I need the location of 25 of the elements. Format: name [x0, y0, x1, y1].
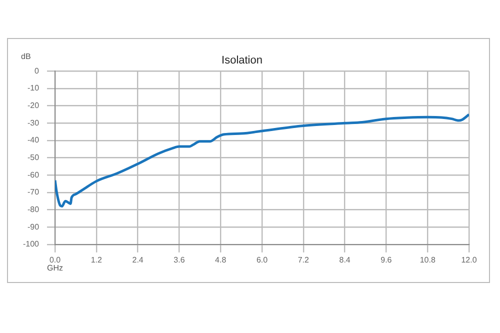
y-tick-label: -70	[27, 188, 40, 197]
x-tick-label: 1.2	[90, 255, 103, 264]
y-tick-label: -10	[27, 84, 40, 93]
y-tick-label: -80	[27, 204, 40, 214]
x-tick-label: 10.8	[420, 255, 436, 264]
x-tick-label: 12.0	[461, 255, 478, 264]
x-tick-label: 7.2	[298, 255, 310, 264]
y-tick-label: -50	[27, 153, 40, 162]
x-tick-label: 4.8	[215, 255, 227, 264]
chart-title: Isolation	[222, 54, 262, 67]
y-tick-label: -30	[27, 118, 40, 128]
y-tick-label: -90	[27, 222, 40, 232]
x-tick-label: 3.6	[174, 255, 186, 264]
x-tick-label: 0.0	[49, 255, 62, 264]
y-tick-label: -60	[27, 170, 40, 180]
x-axis-title: GHz	[47, 263, 64, 272]
y-axis-title: dB	[21, 52, 31, 62]
y-tick-label: -100	[22, 240, 40, 249]
x-tick-label: 2.4	[132, 255, 144, 264]
x-tick-label: 8.4	[339, 255, 351, 264]
y-tick-label: -20	[27, 101, 40, 110]
y-tick-label: -40	[27, 136, 40, 145]
x-tick-label: 9.6	[380, 255, 392, 264]
y-tick-label: 0	[34, 66, 40, 76]
x-tick-label: 6.0	[256, 255, 268, 264]
